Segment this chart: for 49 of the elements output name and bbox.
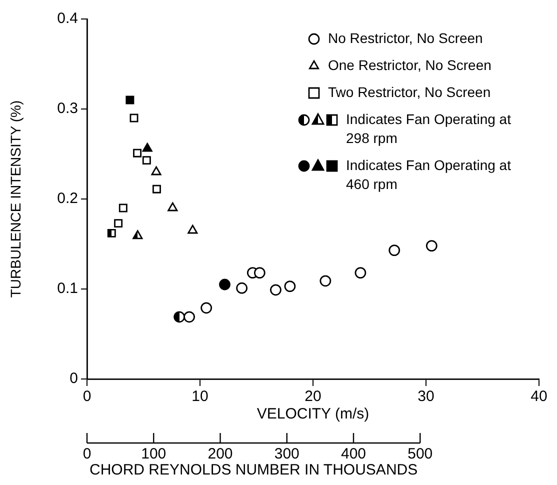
legend-label: Two Restrictor, No Screen	[328, 84, 491, 100]
point	[354, 267, 366, 278]
x2-tick-label: 300	[274, 446, 300, 463]
x-axis-title: VELOCITY (m/s)	[256, 406, 370, 423]
legend-label: One Restrictor, No Screen	[328, 56, 492, 73]
x-tick-label: 30	[418, 388, 434, 406]
point	[320, 275, 332, 287]
y-tick-label: 0.3	[57, 100, 78, 118]
point	[114, 219, 123, 228]
point	[388, 244, 400, 256]
point	[200, 302, 212, 314]
point	[168, 202, 178, 212]
x2-tick-label: 200	[208, 446, 233, 463]
x-tick-label: 20	[304, 388, 322, 406]
x-tick-label: 0	[82, 388, 92, 406]
point	[126, 96, 134, 104]
x-tick-label: 40	[530, 388, 548, 406]
y-tick-label: 0.1	[57, 280, 78, 298]
legend-label: Indicates Fan Operating at 460 rpm	[346, 156, 512, 192]
x2-axis-title: CHORD REYNOLDS NUMBER IN THOUSANDS	[90, 462, 418, 479]
point	[142, 142, 152, 152]
point	[118, 204, 128, 212]
point	[219, 278, 230, 290]
point	[184, 311, 195, 323]
point	[254, 267, 266, 278]
x2-tick-label: 100	[141, 446, 166, 463]
point	[142, 156, 151, 165]
point	[188, 224, 198, 234]
point	[151, 166, 162, 176]
point	[236, 282, 248, 294]
point	[174, 311, 186, 323]
legend-label: Indicates Fan Operating at 298 rpm	[346, 110, 512, 146]
point	[152, 184, 161, 194]
x2-tick-label: 400	[340, 446, 366, 463]
legend-label: No Restrictor, No Screen	[328, 30, 483, 46]
y-tick-label: 0.2	[57, 190, 78, 208]
point	[270, 284, 282, 296]
point	[130, 114, 138, 122]
point	[107, 228, 116, 238]
y-axis-title: TURBULENCE INTENSITY (%)	[7, 100, 24, 298]
point	[284, 280, 296, 292]
x-tick-label: 10	[192, 388, 208, 406]
point	[426, 240, 438, 252]
point	[133, 148, 142, 158]
x2-tick-label: 0	[82, 446, 92, 463]
y-tick-label: 0	[70, 370, 78, 388]
point	[132, 230, 143, 240]
x2-tick-label: 500	[408, 446, 433, 463]
y-tick-label: 0.4	[57, 10, 78, 28]
